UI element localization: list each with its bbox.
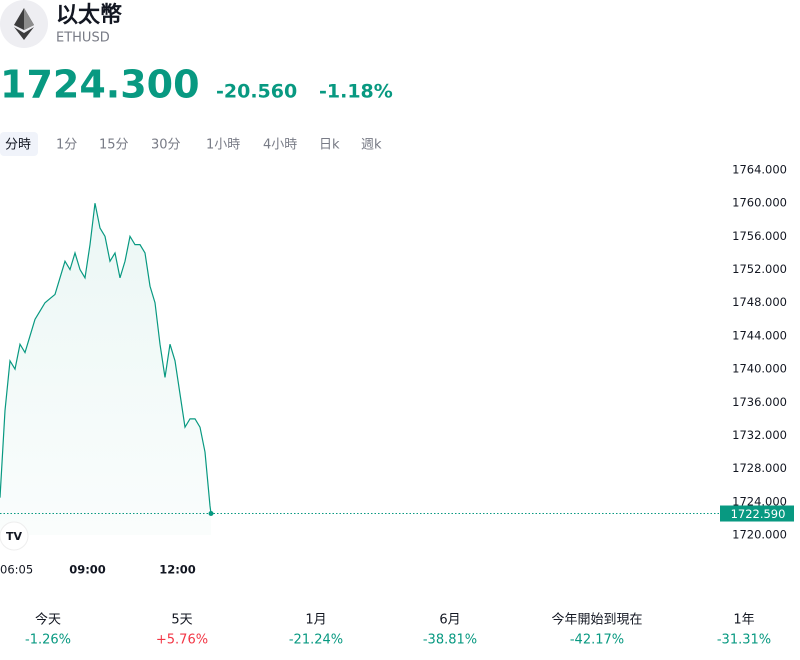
price-line — [0, 203, 212, 514]
period-label: 今天 — [35, 612, 61, 628]
last-price-box — [720, 505, 794, 522]
tab-label[interactable]: 週k — [361, 138, 382, 153]
x-tick-label: 12:00 — [159, 563, 196, 577]
tv-logo: TV — [0, 521, 29, 551]
y-tick-label: 1728.000 — [732, 461, 787, 475]
tab[interactable]: 15分 — [99, 138, 129, 153]
performance-item[interactable]: 1月 -21.24% — [289, 613, 343, 648]
performance-item[interactable]: 5天 +5.76% — [156, 613, 208, 648]
title: 以太幣 — [56, 2, 122, 28]
symbol: ETHUSD — [56, 31, 110, 46]
period-value: +5.76% — [156, 633, 208, 648]
tab-label[interactable]: 4小時 — [263, 138, 297, 153]
price: 1724.300 — [0, 63, 200, 107]
tab[interactable]: 週k — [361, 138, 382, 153]
tab[interactable]: 1分 — [56, 138, 77, 153]
x-tick-label: 06:05 — [0, 563, 33, 577]
tab[interactable]: 30分 — [151, 138, 181, 153]
period-label: 6月 — [439, 613, 460, 628]
y-tick-label: 1736.000 — [732, 395, 787, 409]
performance-item[interactable]: 1年 -31.31% — [717, 613, 771, 648]
last-point — [208, 511, 214, 517]
change-pct: -1.18% — [319, 81, 393, 103]
performance-item[interactable]: 今年開始到現在 -42.17% — [551, 612, 642, 648]
tab[interactable]: 1小時 — [206, 138, 240, 153]
y-tick-label: 1744.000 — [732, 328, 787, 342]
period-label: 1月 — [305, 613, 326, 628]
y-tick-label: 1760.000 — [732, 196, 787, 210]
period-value: -38.81% — [423, 633, 477, 648]
tab-selected-bg — [0, 132, 38, 156]
tab-label[interactable]: 15分 — [99, 138, 129, 153]
period-value: -1.26% — [25, 633, 71, 648]
eth-icon — [0, 0, 48, 48]
area — [0, 203, 211, 535]
period-label: 5天 — [171, 613, 192, 628]
tab-label[interactable]: 1小時 — [206, 138, 240, 153]
y-tick-label: 1752.000 — [732, 262, 787, 276]
y-tick-label: 1756.000 — [732, 229, 787, 243]
x-tick-label: 09:00 — [69, 563, 106, 577]
tab[interactable]: 分時 — [0, 132, 38, 156]
y-tick-label: 1748.000 — [732, 295, 787, 309]
period-label: 今年開始到現在 — [551, 612, 642, 628]
period-value: -42.17% — [570, 633, 624, 648]
tab-label[interactable]: 日k — [319, 138, 340, 153]
y-tick-label: 1732.000 — [732, 428, 787, 442]
last-price-label: 1722.590 — [731, 507, 786, 521]
y-tick-label: 1764.000 — [732, 163, 787, 177]
performance-item[interactable]: 今天 -1.26% — [25, 612, 71, 648]
y-tick-label: 1740.000 — [732, 362, 787, 376]
period-label: 1年 — [733, 613, 754, 628]
tab[interactable]: 4小時 — [263, 138, 297, 153]
tab-label[interactable]: 分時 — [5, 138, 31, 153]
change: -20.560 — [216, 81, 297, 103]
performance-item[interactable]: 6月 -38.81% — [423, 613, 477, 648]
y-tick-label: 1720.000 — [732, 528, 787, 542]
tab[interactable]: 日k — [319, 138, 340, 153]
tab-label[interactable]: 1分 — [56, 138, 77, 153]
y-tick-label: 1724.000 — [732, 494, 787, 508]
period-value: -21.24% — [289, 633, 343, 648]
tab-label[interactable]: 30分 — [151, 138, 181, 153]
svg-text:TV: TV — [6, 530, 23, 543]
period-value: -31.31% — [717, 633, 771, 648]
